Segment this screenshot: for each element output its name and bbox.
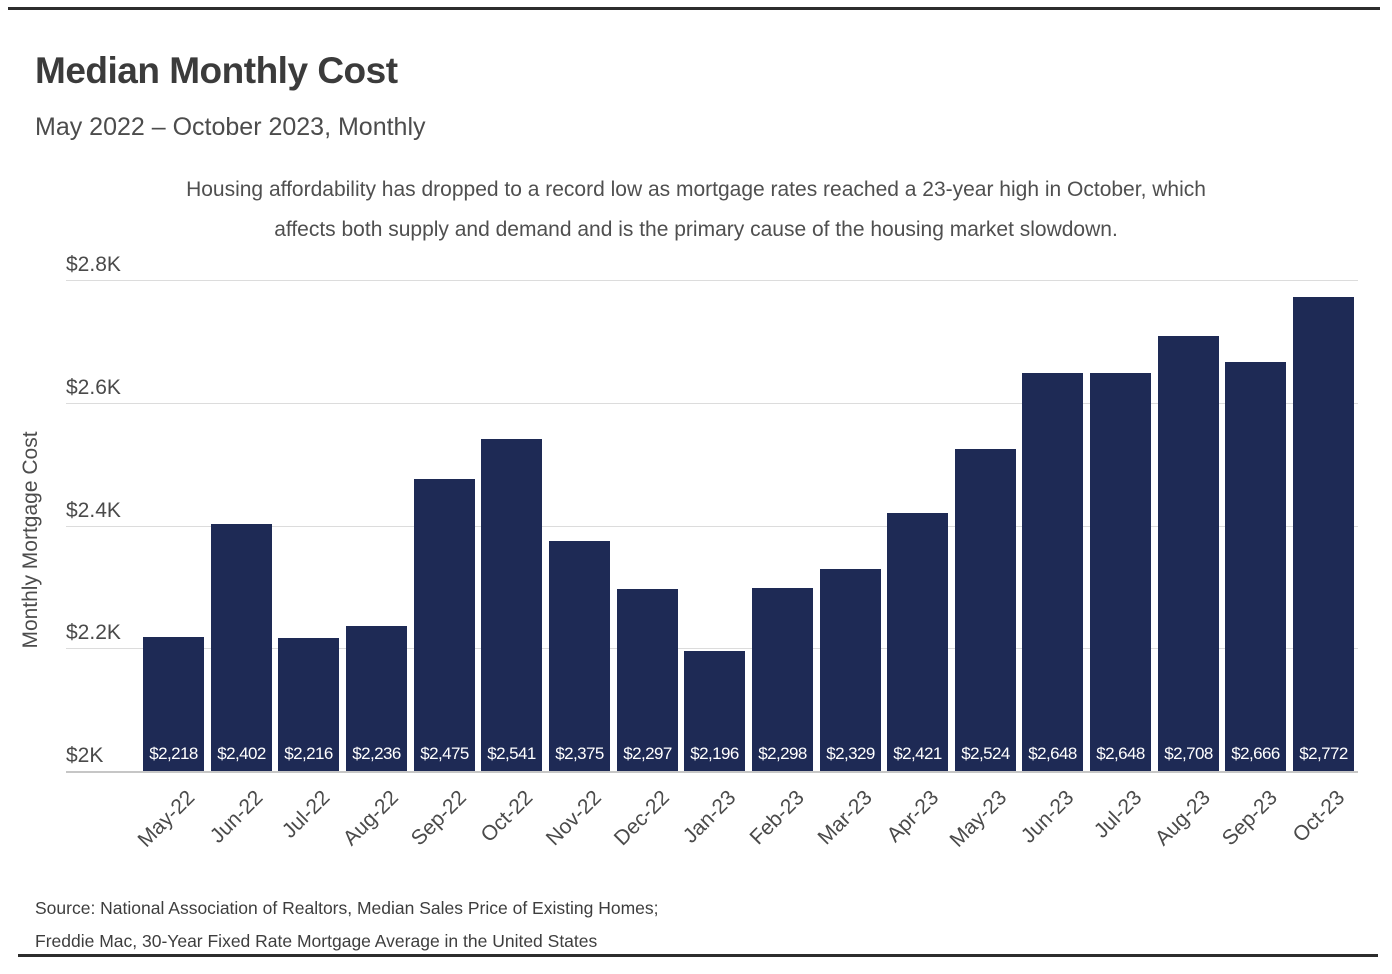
- y-tick-label: $2.6K: [66, 376, 121, 399]
- y-tick-label: $2K: [66, 744, 104, 767]
- y-tick-label: $2.8K: [66, 253, 121, 276]
- bar-Oct-22: $2,541: [481, 439, 542, 771]
- bar-value-label: $2,541: [487, 744, 536, 763]
- bottom-rule: [18, 954, 1378, 957]
- x-tick-label-Sep-23: Sep-23: [1217, 786, 1282, 851]
- bar-Sep-22: $2,475: [414, 479, 475, 771]
- bar-Mar-23: $2,329: [820, 569, 881, 771]
- bar-Jul-23: $2,648: [1090, 373, 1151, 771]
- y-tick-label: $2.4K: [66, 499, 121, 522]
- annotation-line-1: Housing affordability has dropped to a r…: [186, 178, 1206, 201]
- bar-value-label: $2,196: [690, 744, 739, 763]
- x-tick-label-Apr-23: Apr-23: [882, 786, 944, 847]
- x-tick-label-May-23: May-23: [945, 786, 1012, 852]
- bar-Sep-23: $2,666: [1225, 362, 1286, 771]
- gridline: [66, 771, 1358, 773]
- x-tick-label-Mar-23: Mar-23: [813, 786, 877, 850]
- source-line-1: Source: National Association of Realtors…: [35, 898, 659, 918]
- bar-value-label: $2,402: [217, 744, 266, 763]
- bar-value-label: $2,772: [1299, 744, 1348, 763]
- bar-Apr-23: $2,421: [887, 513, 948, 771]
- x-tick-label-May-22: May-22: [133, 786, 200, 852]
- bar-Nov-22: $2,375: [549, 541, 610, 771]
- bar-Feb-23: $2,298: [752, 588, 813, 771]
- x-tick-label-Aug-23: Aug-23: [1150, 786, 1215, 851]
- bar-Aug-23: $2,708: [1158, 336, 1219, 771]
- x-tick-label-Jan-23: Jan-23: [679, 786, 741, 848]
- bar-Jun-23: $2,648: [1022, 373, 1083, 771]
- gridline: [66, 526, 1358, 527]
- bar-value-label: $2,648: [1096, 744, 1145, 763]
- chart-annotation: Housing affordability has dropped to a r…: [0, 170, 1392, 250]
- source-credit: Source: National Association of Realtors…: [35, 892, 659, 958]
- bar-Dec-22: $2,297: [617, 589, 678, 771]
- x-tick-label-Jul-22: Jul-22: [278, 786, 335, 843]
- bar-value-label: $2,648: [1028, 744, 1077, 763]
- bar-value-label: $2,708: [1164, 744, 1213, 763]
- x-tick-label-Aug-22: Aug-22: [338, 786, 403, 851]
- x-tick-label-Jul-23: Jul-23: [1090, 786, 1147, 843]
- x-tick-label-Feb-23: Feb-23: [745, 786, 809, 850]
- bar-value-label: $2,475: [420, 744, 469, 763]
- bar-value-label: $2,298: [758, 744, 807, 763]
- bar-value-label: $2,329: [826, 744, 875, 763]
- x-tick-label-Jun-23: Jun-23: [1017, 786, 1079, 848]
- x-tick-label-Jun-22: Jun-22: [206, 786, 268, 848]
- gridline: [66, 280, 1358, 281]
- x-tick-label-Oct-22: Oct-22: [476, 786, 538, 847]
- bar-Jul-22: $2,216: [278, 638, 339, 771]
- top-rule: [8, 7, 1380, 10]
- bar-value-label: $2,666: [1231, 744, 1280, 763]
- bar-Jan-23: $2,196: [684, 651, 745, 771]
- bar-value-label: $2,524: [961, 744, 1010, 763]
- y-tick-label: $2.2K: [66, 621, 121, 644]
- bar-value-label: $2,216: [284, 744, 333, 763]
- x-tick-label-Oct-23: Oct-23: [1288, 786, 1350, 847]
- source-line-2: Freddie Mac, 30-Year Fixed Rate Mortgage…: [35, 931, 598, 951]
- bar-value-label: $2,297: [623, 744, 672, 763]
- x-tick-label-Sep-22: Sep-22: [406, 786, 471, 851]
- bar-May-23: $2,524: [955, 449, 1016, 771]
- page-subtitle: May 2022 – October 2023, Monthly: [35, 113, 426, 141]
- bar-value-label: $2,218: [149, 744, 198, 763]
- gridline: [66, 403, 1358, 404]
- bar-Jun-22: $2,402: [211, 524, 272, 771]
- x-tick-label-Nov-22: Nov-22: [541, 786, 606, 851]
- bar-value-label: $2,421: [893, 744, 942, 763]
- bar-Oct-23: $2,772: [1293, 297, 1354, 771]
- annotation-line-2: affects both supply and demand and is th…: [274, 218, 1118, 241]
- bar-Aug-22: $2,236: [346, 626, 407, 771]
- page-title: Median Monthly Cost: [35, 50, 398, 91]
- gridline: [66, 648, 1358, 649]
- bar-May-22: $2,218: [143, 637, 204, 771]
- x-tick-label-Dec-22: Dec-22: [609, 786, 674, 851]
- bar-value-label: $2,375: [555, 744, 604, 763]
- bar-value-label: $2,236: [352, 744, 401, 763]
